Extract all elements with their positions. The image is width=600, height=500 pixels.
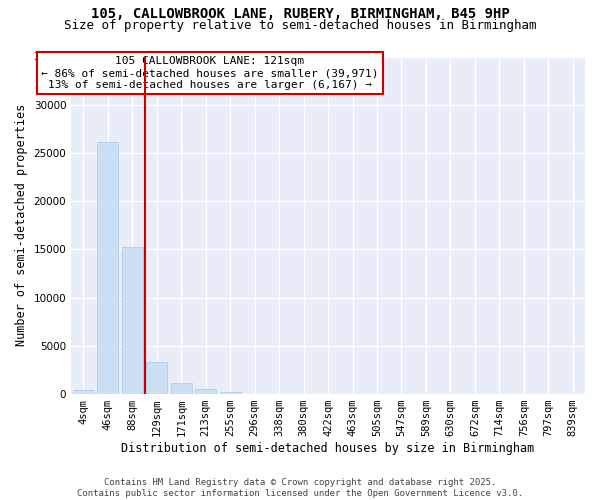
X-axis label: Distribution of semi-detached houses by size in Birmingham: Distribution of semi-detached houses by …: [121, 442, 535, 455]
Bar: [196, 390, 216, 394]
Text: 105, CALLOWBROOK LANE, RUBERY, BIRMINGHAM, B45 9HP: 105, CALLOWBROOK LANE, RUBERY, BIRMINGHA…: [91, 8, 509, 22]
Bar: [97, 142, 118, 394]
Text: Contains HM Land Registry data © Crown copyright and database right 2025.
Contai: Contains HM Land Registry data © Crown c…: [77, 478, 523, 498]
Bar: [220, 392, 241, 394]
Bar: [122, 248, 143, 394]
Bar: [146, 362, 167, 394]
Text: 105 CALLOWBROOK LANE: 121sqm
← 86% of semi-detached houses are smaller (39,971)
: 105 CALLOWBROOK LANE: 121sqm ← 86% of se…: [41, 56, 379, 90]
Bar: [171, 384, 191, 394]
Y-axis label: Number of semi-detached properties: Number of semi-detached properties: [15, 104, 28, 346]
Text: Size of property relative to semi-detached houses in Birmingham: Size of property relative to semi-detach…: [64, 19, 536, 32]
Bar: [73, 390, 94, 394]
